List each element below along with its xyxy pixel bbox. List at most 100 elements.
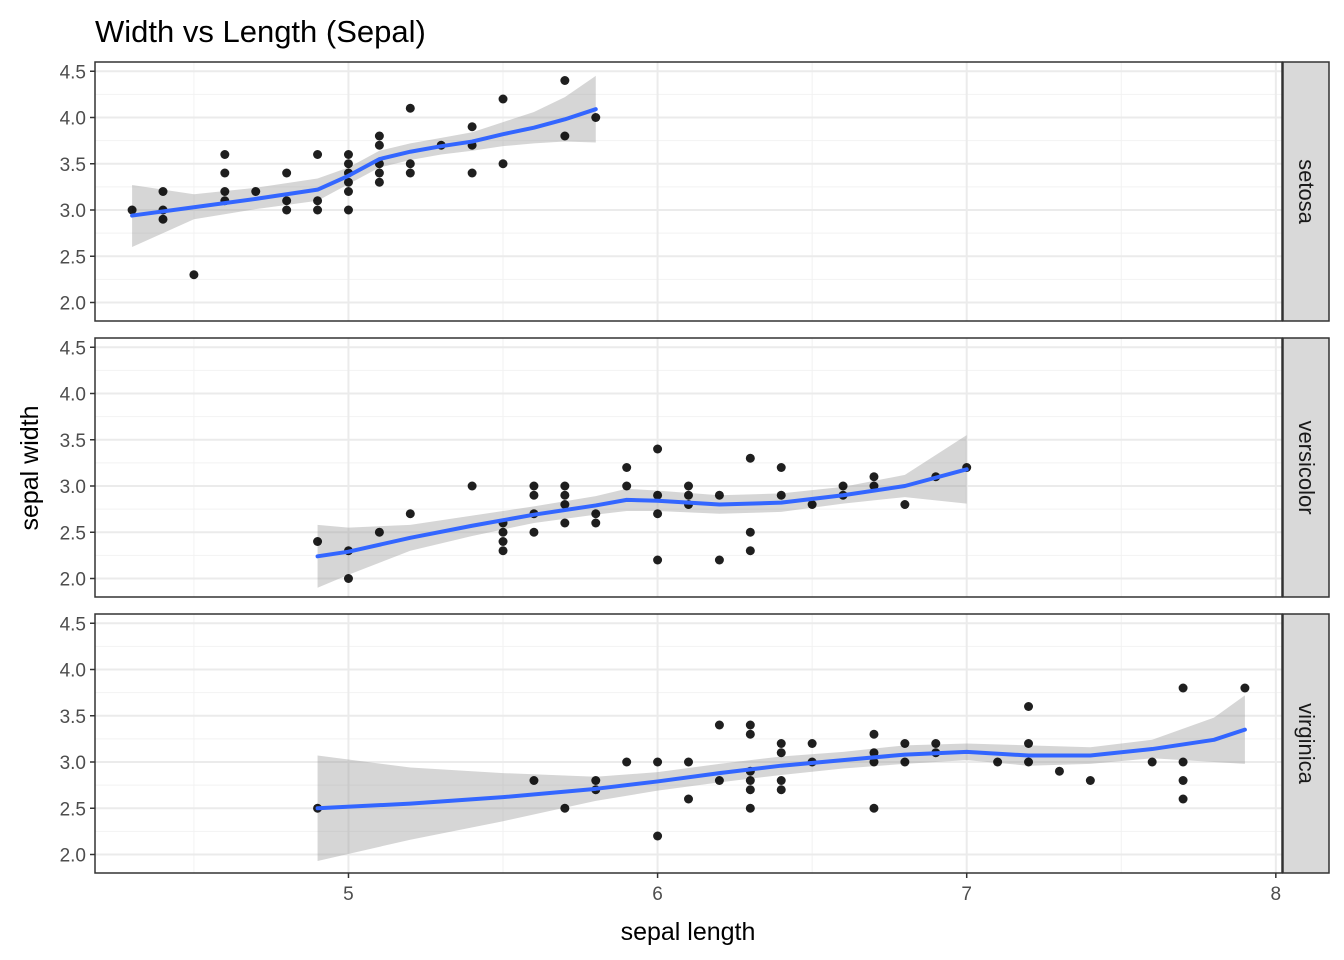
data-point [869,481,879,491]
y-tick-label: 4.5 [60,62,86,83]
data-point [374,168,384,178]
data-point [1024,702,1034,711]
y-tick-label: 4.0 [60,385,86,406]
data-point [498,94,508,104]
chart-title: Width vs Length (Sepal) [95,14,426,49]
data-point [1085,776,1095,785]
plot-layer [313,683,1250,861]
grid-lines [95,614,1282,873]
data-point [189,270,199,280]
data-point [869,472,879,482]
data-point [684,794,693,804]
smooth-line [315,467,969,559]
data-point [900,739,910,748]
data-point [529,490,539,500]
data-point [498,537,508,546]
x-tick-label: 5 [343,884,354,905]
data-point [529,481,539,491]
data-point [714,490,724,500]
data-point [591,509,601,519]
panel-versicolor: 2.0 2.5 3.0 3.5 4.0 4.5 versicolor [60,337,1330,598]
data-point [776,463,786,472]
data-point [714,720,724,730]
data-point [591,518,601,528]
data-point [529,527,539,537]
data-point [591,776,601,785]
y-tick-label: 2.5 [60,523,86,544]
data-point [529,776,539,785]
y-axis-label: sepal width [16,405,44,530]
y-tick-label: 3.5 [60,431,86,452]
y-tick-label: 2.0 [60,846,86,867]
facet-strip [1282,61,1330,322]
data-point [1178,757,1188,767]
panel-border [94,613,1283,874]
data-point [591,113,601,122]
data-point [313,537,323,546]
data-point [313,196,323,206]
y-tick-label: 3.5 [60,155,86,176]
facet-strip [1282,613,1330,874]
facet-strip [1282,337,1330,598]
data-point [220,187,230,196]
y-tick-label: 4.5 [60,338,86,359]
y-tick-label: 2.0 [60,570,86,591]
data-point [560,518,570,528]
data-point [1024,739,1034,748]
data-point [745,729,755,739]
data-point [653,831,663,841]
data-point [374,131,384,141]
data-point [776,748,786,758]
y-tick-label: 4.5 [60,614,86,635]
facet-strip-label: versicolor [1294,420,1319,514]
data-point [869,803,879,813]
y-tick-label: 2.0 [60,294,86,315]
data-point [714,555,724,565]
data-point [653,444,663,454]
data-point [776,776,786,785]
y-tick-label: 2.5 [60,799,86,820]
data-point [745,720,755,730]
data-point [158,187,168,196]
y-tick-label: 3.0 [60,477,86,498]
data-point [282,205,292,215]
data-point [993,757,1003,767]
data-point [343,150,353,159]
facet-strip-label: setosa [1294,159,1319,225]
data-point [467,168,477,178]
x-tick-label: 6 [652,884,663,905]
data-point [653,555,663,565]
data-point [622,463,632,472]
plot-layer [127,75,601,280]
data-point [684,757,693,767]
data-point [900,757,910,767]
data-point [251,187,261,196]
data-point [684,481,693,491]
data-point [405,168,415,178]
data-point [498,159,508,169]
data-point [374,527,384,537]
data-point [560,500,570,509]
data-point [714,776,724,785]
data-point [282,168,292,178]
y-tick-label: 3.5 [60,707,86,728]
data-point [776,490,786,500]
data-point [467,481,477,491]
data-point [1054,766,1064,776]
data-point [220,168,230,178]
data-point [560,131,570,141]
x-tick-label: 7 [961,884,972,905]
panel-border [94,61,1283,322]
data-point [282,196,292,206]
data-point [374,177,384,187]
panel-background [95,614,1282,873]
data-point [745,546,755,556]
data-point [807,500,817,509]
data-point [1240,683,1250,693]
data-point [467,122,477,132]
facet-strip-label: virginica [1294,703,1319,784]
y-tick-label: 2.5 [60,247,86,268]
data-point [838,481,848,491]
data-point [498,527,508,537]
data-point [498,546,508,556]
